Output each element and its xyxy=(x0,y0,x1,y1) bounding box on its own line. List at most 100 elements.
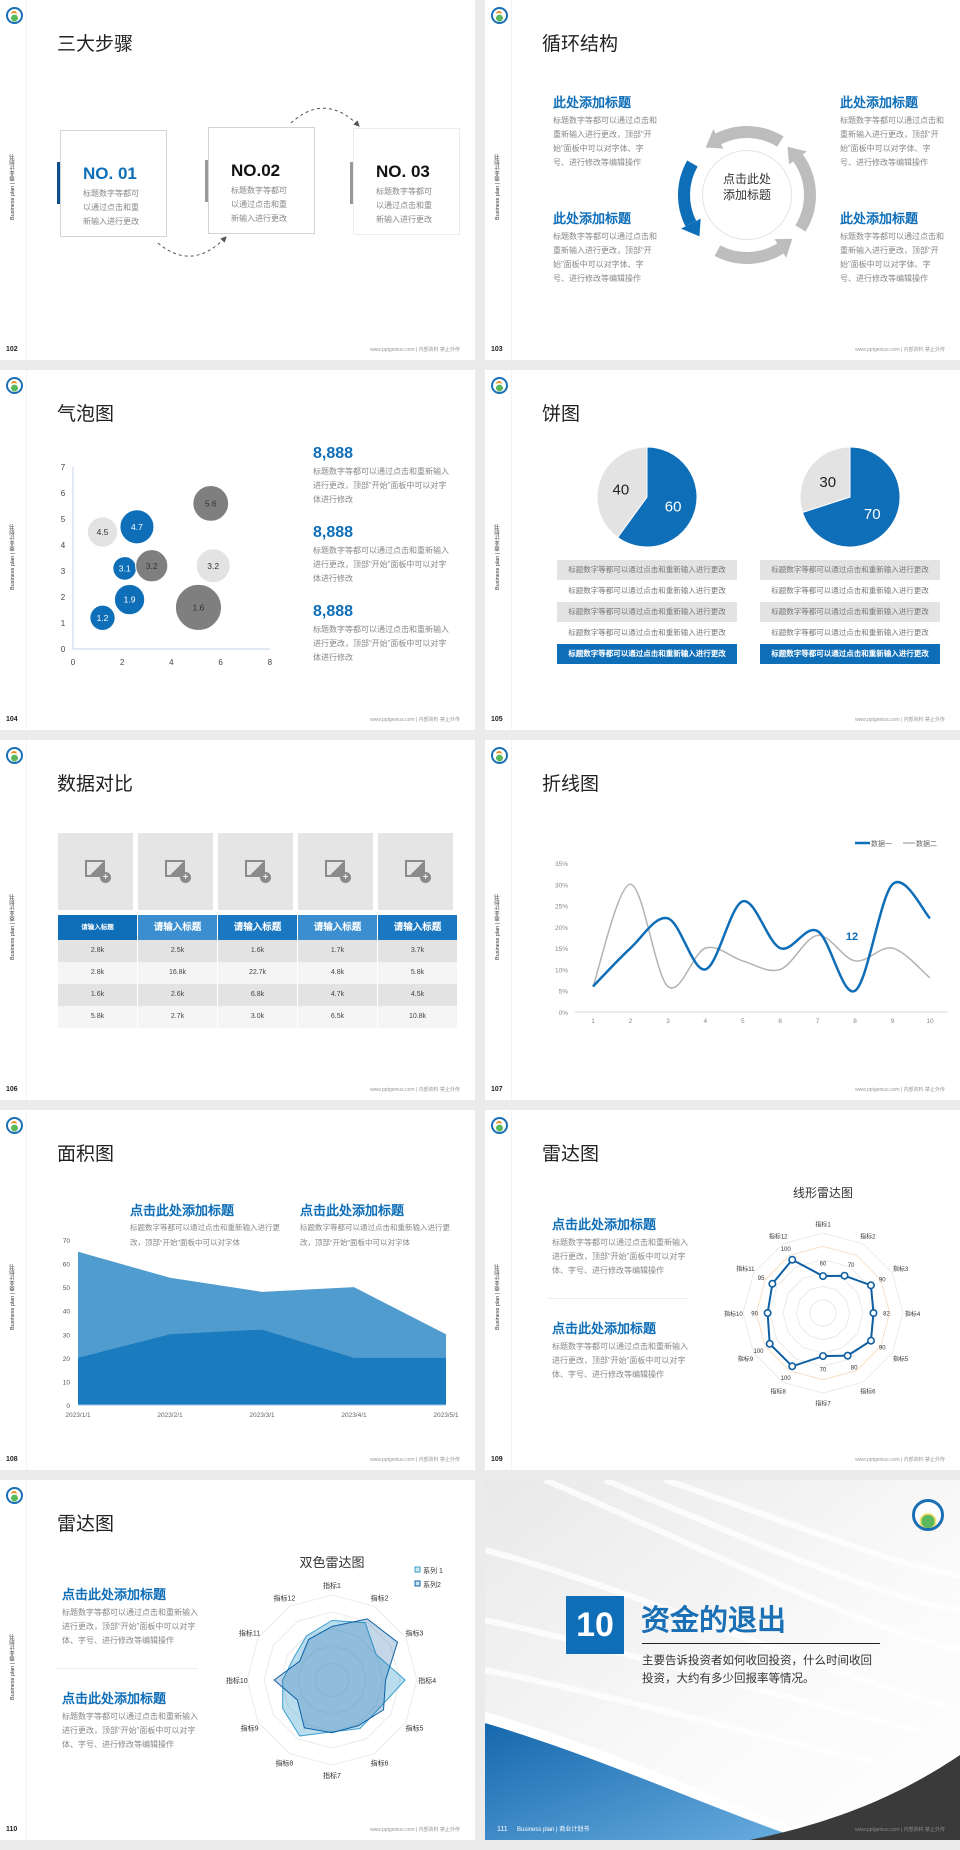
block-text: 标题数字等都可以通过点击和重新输入进行更改，顶部“开始”面板中可以对字体、字号、… xyxy=(840,232,944,283)
radar-point-marker xyxy=(768,1279,777,1288)
radar-axis-label: 指标3 xyxy=(405,1628,423,1637)
legend-label-2: 数据二 xyxy=(916,839,937,848)
y-tick-label: 0% xyxy=(559,1010,569,1017)
legend-label-1: 系列 1 xyxy=(423,1566,443,1575)
radar-axis-label: 指标11 xyxy=(239,1628,260,1637)
cycle-arrowhead-icon xyxy=(787,146,807,165)
pie-text-row: 标题数字等都可以通过点击和重新输入进行更改 xyxy=(760,560,940,580)
footer-note: www.pptgenius.com | 内部资料 禁止外传 xyxy=(855,717,945,723)
stat-value: 8,888 xyxy=(313,524,354,541)
school-logo xyxy=(491,747,508,764)
pie-slice-label: 70 xyxy=(864,506,881,523)
radar-axis-label: 指标4 xyxy=(418,1676,436,1685)
cycle-center-text: 点击此处添加标题 xyxy=(722,172,771,202)
slide-title: 气泡图 xyxy=(57,404,115,425)
block-heading: 点击此处添加标题 xyxy=(62,1587,167,1602)
image-placeholder[interactable] xyxy=(378,833,453,910)
y-tick-label: 0 xyxy=(66,1403,70,1410)
image-placeholder[interactable] xyxy=(58,833,133,910)
bubble-label: 1.9 xyxy=(124,595,136,605)
cycle-center: 点击此处添加标题 xyxy=(702,150,792,240)
stat-text: 标题数字等都可以通过点击和重新输入进行更改，顶部“开始”面板中可以对字体进行修改 xyxy=(313,467,449,504)
dashed-arrow-2 xyxy=(290,107,360,127)
y-tick-label: 5 xyxy=(61,515,66,524)
radar-axis-label: 指标9 xyxy=(241,1724,259,1733)
image-placeholder[interactable] xyxy=(298,833,373,910)
slide-title: 雷达图 xyxy=(57,1514,115,1535)
y-tick-label: 60 xyxy=(63,1262,71,1269)
text-block-1: 点击此处添加标题 标题数字等都可以通过点击和重新输入进行更改，顶部“开始”面板中… xyxy=(62,1584,202,1648)
y-tick-label: 50 xyxy=(63,1285,71,1292)
add-image-icon xyxy=(245,860,271,883)
table-cell: 1.6k xyxy=(218,940,298,962)
step-marker-bar xyxy=(350,162,353,204)
page-number: 109 xyxy=(491,1456,503,1463)
stat-value: 8,888 xyxy=(313,445,354,462)
table-cell: 5.8k xyxy=(58,1006,138,1028)
slide-107: 0% 5% 10% 15% 20% 25% 30% 35% 1 2 3 4 5 6 7 8 9 10 12 数据一 数据… xyxy=(485,740,960,1100)
radar-point-marker xyxy=(866,1281,875,1290)
radar-axis-label: 指标6 xyxy=(860,1388,876,1396)
data-annotation: 12 xyxy=(846,931,858,943)
y-tick-label: 10% xyxy=(555,967,568,974)
bubble xyxy=(135,549,169,583)
image-placeholder[interactable] xyxy=(218,833,293,910)
series-line-1 xyxy=(592,880,931,993)
radar-axis-label: 指标3 xyxy=(893,1265,909,1273)
text-block-1: 点击此处添加标题 标题数字等都可以通过点击和重新输入进行更改，顶部“开始”面板中… xyxy=(130,1200,285,1250)
table-cell: 2.5k xyxy=(138,940,218,962)
table-header-cell: 请输入标题 xyxy=(218,915,298,940)
bubble xyxy=(113,583,146,616)
footer-note: www.pptgenius.com | 内部资料 禁止外传 xyxy=(855,1087,945,1093)
block-heading: 点击此处添加标题 xyxy=(552,1217,657,1232)
bubble-label: 3.2 xyxy=(146,561,158,571)
radar-series-1 xyxy=(282,1619,406,1737)
radar-point-marker xyxy=(788,1362,797,1371)
school-logo xyxy=(491,1117,508,1134)
radar-point-marker xyxy=(843,1351,852,1360)
sidebar-divider xyxy=(511,740,512,1100)
bubble xyxy=(89,604,116,631)
image-placeholder[interactable] xyxy=(138,833,213,910)
footer-note: www.pptgenius.com | 内部资料 禁止外传 xyxy=(370,1457,460,1463)
sidebar-divider xyxy=(511,0,512,360)
radar-axis-label: 指标9 xyxy=(738,1355,754,1363)
radar-axis-label: 指标1 xyxy=(323,1581,341,1590)
bubble-label: 1.6 xyxy=(193,602,205,612)
x-tick-label: 7 xyxy=(816,1018,820,1025)
radar-point-marker xyxy=(765,1339,774,1348)
area-chart: 0 10 20 30 40 50 60 70 2023/1/1 2023/2/1 2023/3/1 2… xyxy=(63,1238,459,1419)
x-tick-label: 3 xyxy=(666,1018,670,1025)
x-tick-label: 10 xyxy=(926,1018,934,1025)
x-tick-label: 2023/5/1 xyxy=(433,1412,459,1419)
school-logo xyxy=(6,7,23,24)
radar-data-label: 100 xyxy=(781,1247,792,1253)
block-text: 标题数字等都可以通过点击和重新输入进行更改，顶部“开始”面板中可以对字体、字号、… xyxy=(553,116,657,167)
vertical-side-label: Business plan | 商业计划书 xyxy=(10,153,16,220)
dark-wave xyxy=(750,1755,960,1840)
table-cell: 4.5k xyxy=(378,984,458,1006)
y-tick-label: 2 xyxy=(61,593,66,602)
table-header-cell: 请输入标题 xyxy=(58,915,138,940)
legend-label-2: 系列2 xyxy=(423,1580,441,1589)
blue-wave xyxy=(485,1723,805,1840)
school-logo xyxy=(6,377,23,394)
block-text: 标题数字等都可以通过点击和重新输入进行更改，顶部“开始”面板中可以对字体、字号、… xyxy=(62,1712,198,1749)
radar-grid-ring xyxy=(782,1272,864,1354)
step-marker-bar xyxy=(205,160,208,202)
radar-axis-label: 指标7 xyxy=(815,1400,831,1408)
page-number: 105 xyxy=(491,716,503,723)
radar-point-marker xyxy=(869,1309,878,1318)
block-text: 标题数字等都可以通过点击和重新输入进行更改，顶部“开始”面板中可以对字体、字号、… xyxy=(552,1238,688,1275)
block-heading: 点击此处添加标题 xyxy=(130,1203,235,1218)
table-header-cell: 请输入标题 xyxy=(138,915,218,940)
y-tick-label: 25% xyxy=(555,904,568,911)
slide-110: 指标1 指标2 指标3 指标4 指标5 指标6 指标7 指标8 指标9 指标10 指标11 指标12 双… xyxy=(0,1480,475,1840)
stat-text: 标题数字等都可以通过点击和重新输入进行更改，顶部“开始”面板中可以对字体进行修改 xyxy=(313,546,449,583)
table-cell: 4.8k xyxy=(298,962,378,984)
cycle-arrowhead-icon xyxy=(705,129,724,149)
radar-point-marker xyxy=(818,1272,827,1281)
bubble xyxy=(195,548,231,584)
x-tick-label: 6 xyxy=(778,1018,782,1025)
y-tick-label: 6 xyxy=(61,489,66,498)
